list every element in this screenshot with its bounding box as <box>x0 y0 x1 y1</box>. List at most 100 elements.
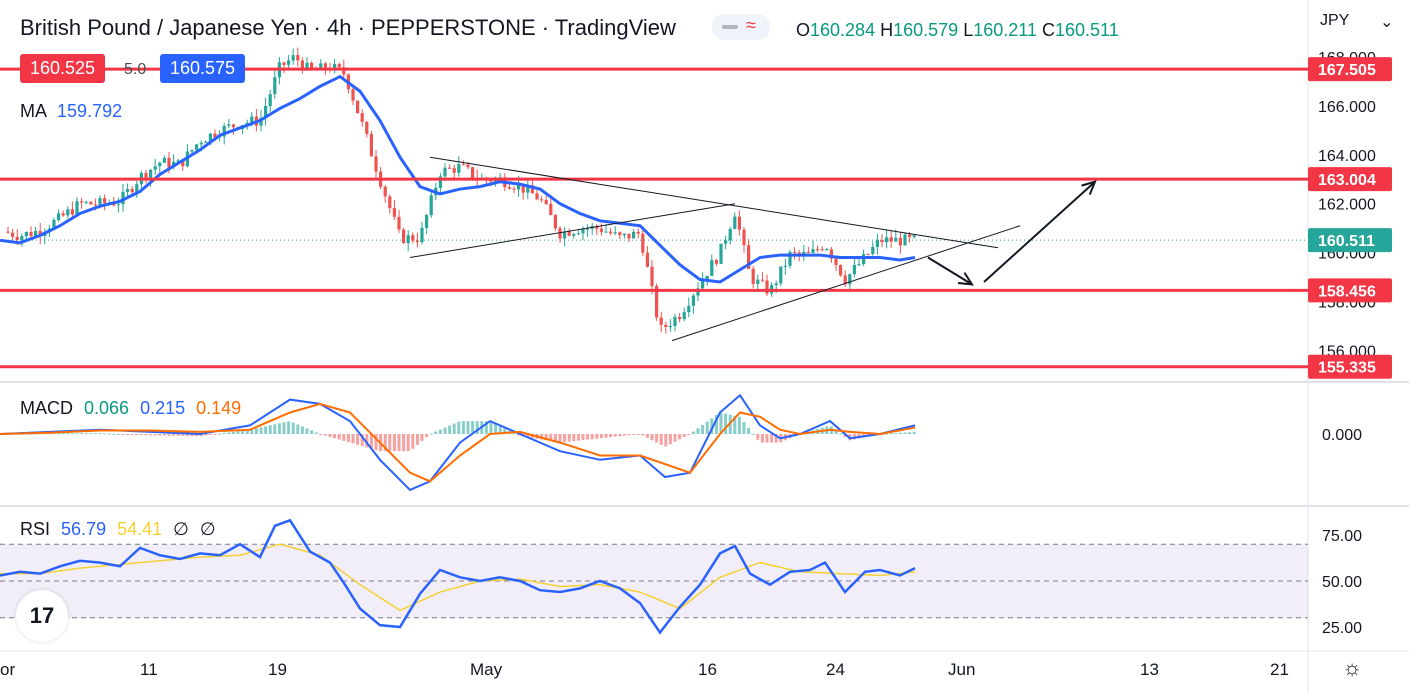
time-tick-label: 11 <box>140 660 158 679</box>
macd-histogram-bar <box>236 431 240 434</box>
macd-histogram-bar <box>314 432 318 434</box>
candle-body <box>420 227 424 243</box>
macd-histogram-bar <box>300 426 304 434</box>
macd-histogram-bar <box>356 434 360 445</box>
candle-body <box>710 260 714 276</box>
candle-body <box>811 249 815 253</box>
macd-histogram-bar <box>429 433 433 435</box>
macd-histogram-bar <box>282 422 286 434</box>
candle-body <box>406 235 410 244</box>
macd-histogram-bar <box>406 434 410 452</box>
macd-histogram-bar <box>604 434 608 438</box>
buy-button[interactable]: 160.575 <box>160 54 246 83</box>
candle-body <box>898 237 902 246</box>
macd-histogram-bar <box>889 433 893 435</box>
rsi-tick-label: 75.00 <box>1322 528 1362 545</box>
candle-body <box>793 251 797 253</box>
candle-body <box>595 226 599 229</box>
macd-histogram-bar <box>457 421 461 434</box>
candle-body <box>659 317 663 325</box>
rsi-label: RSI <box>20 519 51 539</box>
macd-histogram-bar <box>190 434 194 437</box>
symbol-title[interactable]: British Pound / Japanese Yen · 4h · PEPP… <box>20 15 676 40</box>
candle-body <box>779 266 783 284</box>
macd-histogram-bar <box>632 434 636 435</box>
candle-body <box>650 266 654 287</box>
candle-body <box>526 185 530 193</box>
trendline <box>429 156 999 249</box>
macd-histogram-bar <box>747 427 751 434</box>
macd-histogram-bar <box>655 434 659 443</box>
macd-histogram-bar <box>576 434 580 441</box>
arrowhead <box>1081 180 1097 196</box>
candle-body <box>737 216 741 230</box>
candle-body <box>448 167 452 169</box>
macd-histogram-bar <box>512 433 516 435</box>
macd-histogram-bar <box>144 434 148 436</box>
last-price-label: 160.511 <box>1318 233 1375 250</box>
candle-body <box>116 204 120 206</box>
macd-histogram-bar <box>402 434 406 452</box>
candle-body <box>862 254 866 265</box>
candle-body <box>802 252 806 255</box>
macd-histogram-bar <box>503 428 507 434</box>
candle-body <box>599 228 603 232</box>
candle-body <box>535 193 539 200</box>
candle-body <box>319 63 323 70</box>
candle-body <box>333 64 337 71</box>
macd-histogram-bar <box>227 432 231 434</box>
rsi-line <box>0 518 916 635</box>
macd-histogram-bar <box>153 434 157 436</box>
candle-body <box>572 234 576 236</box>
candle-body <box>581 229 585 234</box>
projection-arrow <box>927 256 973 286</box>
candle-body <box>756 279 760 284</box>
macd-histogram-bar <box>337 434 341 440</box>
macd-histogram-bar <box>544 434 548 441</box>
macd-histogram-bar <box>586 434 590 440</box>
price-tick-label: 164.000 <box>1318 148 1376 165</box>
candle-body <box>871 246 875 255</box>
macd-histogram-bar <box>834 429 838 434</box>
ma-legend[interactable]: MA 159.792 <box>20 101 122 122</box>
time-tick-label: 19 <box>268 660 287 679</box>
macd-legend[interactable]: MACD 0.066 0.215 0.149 <box>20 398 241 419</box>
macd-histogram-bar <box>448 425 452 434</box>
candle-body <box>834 258 838 265</box>
candle-body <box>751 268 755 284</box>
macd-histogram-bar <box>471 421 475 434</box>
currency-label: JPY <box>1320 12 1350 29</box>
macd-histogram-bar <box>590 434 594 440</box>
macd-histogram-bar <box>199 434 203 436</box>
candle-body <box>466 164 470 168</box>
macd-histogram-bar <box>494 423 498 434</box>
candle-body <box>691 295 695 306</box>
macd-histogram-bar <box>57 433 61 435</box>
candle-body <box>369 134 373 157</box>
macd-histogram-bar <box>158 434 162 436</box>
macd-histogram-bar <box>291 422 295 434</box>
macd-histogram-bar <box>305 428 309 434</box>
candle-body <box>34 230 38 237</box>
rsi-legend[interactable]: RSI 56.79 54.41 ∅ ∅ <box>20 519 216 540</box>
time-tick-label: 16 <box>698 660 717 679</box>
level-price-tag <box>1308 354 1392 379</box>
legend-toggle[interactable]: ≈ <box>712 14 770 40</box>
macd-histogram-bar <box>388 434 392 452</box>
candle-body <box>429 195 433 216</box>
candle-body <box>443 167 447 177</box>
candle-body <box>705 275 709 280</box>
candle-body <box>829 249 833 259</box>
candle-body <box>848 274 852 285</box>
macd-histogram-bar <box>691 431 695 434</box>
tradingview-logo[interactable]: 17 <box>16 590 68 642</box>
sell-button[interactable]: 160.525 <box>20 54 106 83</box>
macd-histogram-bar <box>383 434 387 452</box>
candle-body <box>199 142 203 145</box>
candle-body <box>222 125 226 137</box>
chevron-down-icon[interactable]: ⌄ <box>1380 14 1394 31</box>
macd-histogram-bar <box>678 434 682 440</box>
macd-histogram-bar <box>310 430 314 434</box>
gear-icon[interactable]: ☼ <box>1342 655 1363 680</box>
